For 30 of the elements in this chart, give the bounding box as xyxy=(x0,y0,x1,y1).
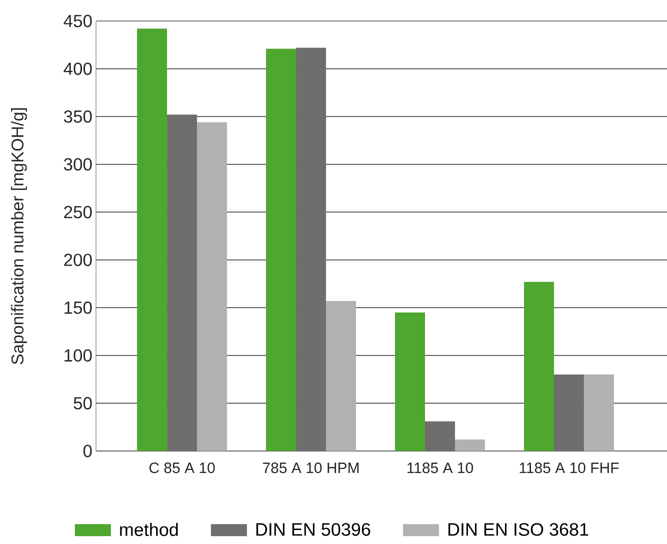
bar xyxy=(454,440,485,451)
bar xyxy=(167,114,198,451)
y-tick-label: 350 xyxy=(64,110,92,123)
y-axis-title: Saponification number [mgKOH/g] xyxy=(11,108,27,364)
legend-label: DIN EN ISO 3681 xyxy=(448,523,588,536)
y-tick-label: 100 xyxy=(64,349,92,362)
y-tick-label: 450 xyxy=(64,14,92,28)
x-tick-label: C 85 A 10 xyxy=(149,462,215,474)
bar xyxy=(137,28,168,451)
y-tick-label: 50 xyxy=(74,397,92,410)
legend-label: method xyxy=(120,522,178,536)
legend-label: DIN EN 50396 xyxy=(256,523,370,536)
y-tick-label: 200 xyxy=(64,254,92,266)
y-tick-label: 300 xyxy=(64,158,92,171)
y-tick-label: 250 xyxy=(64,206,92,218)
bar xyxy=(326,300,356,451)
bar xyxy=(296,48,326,451)
x-tick-label: 785 A 10 HPM xyxy=(263,462,359,474)
bar xyxy=(197,122,228,451)
bar xyxy=(394,312,425,451)
y-tick-label: 0 xyxy=(83,444,92,458)
y-tick-label: 400 xyxy=(64,62,92,75)
bar xyxy=(524,282,554,451)
x-tick-label: 1185 A 10 xyxy=(408,462,474,474)
bar xyxy=(424,421,455,451)
bar xyxy=(266,48,296,451)
x-tick-label: 1185 A 10 FHF xyxy=(520,462,619,474)
bar xyxy=(584,374,614,451)
bar xyxy=(554,374,584,451)
y-tick-label: 150 xyxy=(64,301,92,314)
